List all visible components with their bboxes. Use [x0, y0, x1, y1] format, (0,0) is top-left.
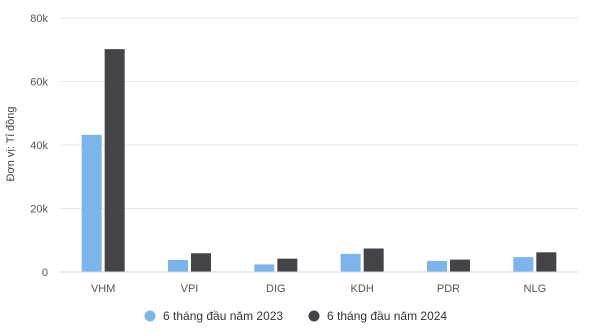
bar-kdh-series-2 [363, 248, 384, 272]
y-tick-label: 0 [42, 267, 48, 279]
legend: 6 tháng đầu năm 2023 6 tháng đầu năm 2024 [144, 309, 448, 323]
bar-kdh-series-1 [340, 253, 361, 272]
bar-pdr-series-1 [427, 260, 447, 272]
bar-vhm-series-1 [81, 134, 102, 272]
legend-marker [144, 310, 156, 322]
x-tick-label: NLG [524, 283, 547, 295]
x-tick-label: DIG [266, 283, 286, 295]
legend-item[interactable]: 6 tháng đầu năm 2023 [144, 309, 284, 323]
bar-vpi-series-2 [191, 253, 211, 272]
bar-pdr-series-2 [450, 259, 470, 272]
bar-dig-series-1 [254, 264, 275, 272]
y-tick-label: 20k [30, 204, 48, 216]
y-axis-ticks: 0 20k 40k 60k 80k [30, 13, 48, 279]
bar-vhm-series-2 [104, 49, 125, 272]
bars [81, 49, 557, 272]
x-tick-label: KDH [351, 283, 374, 295]
y-tick-label: 80k [30, 13, 48, 25]
x-tick-label: VPI [181, 283, 199, 295]
bar-vpi-series-1 [168, 259, 188, 272]
gridlines [60, 17, 578, 209]
legend-marker [308, 310, 320, 322]
y-tick-label: 60k [30, 77, 48, 89]
bar-dig-series-2 [277, 258, 298, 272]
x-tick-label: VHM [91, 283, 115, 295]
bar-nlg-series-2 [536, 252, 557, 272]
y-tick-label: 40k [30, 140, 48, 152]
x-tick-label: PDR [437, 283, 460, 295]
y-axis-label: Đơn vị: Tỉ đồng [5, 107, 17, 182]
legend-label: 6 tháng đầu năm 2023 [163, 309, 283, 323]
bar-nlg-series-1 [513, 257, 534, 272]
x-axis-ticks: VHM VPI DIG KDH PDR NLG [91, 283, 546, 295]
legend-item[interactable]: 6 tháng đầu năm 2024 [308, 309, 448, 323]
legend-label: 6 tháng đầu năm 2024 [327, 309, 447, 323]
